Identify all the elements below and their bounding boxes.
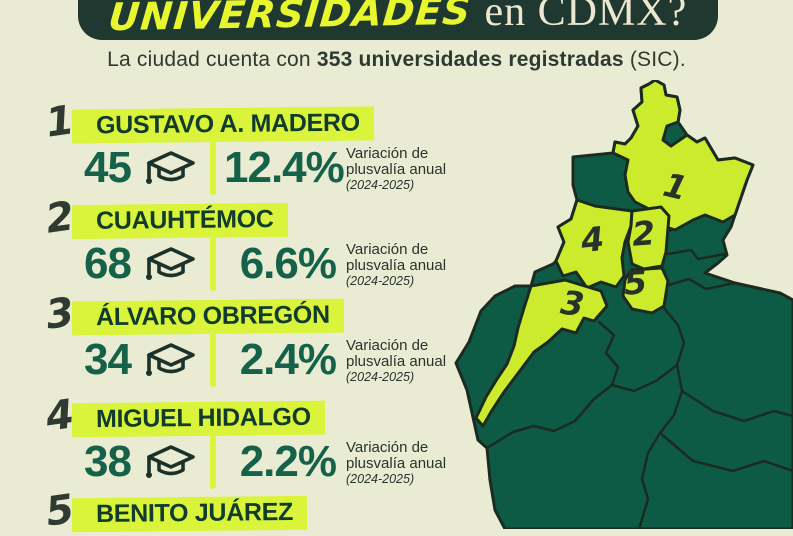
- list-item: 1 GUSTAVO A. MADERO 45 12.4% Variación d…: [43, 97, 466, 195]
- item-stats: 45 12.4% Variación de plusvalía anual (2…: [84, 141, 446, 195]
- map-border: [658, 431, 793, 473]
- header-title-script: UNIVERSIDADES: [106, 0, 473, 40]
- note-line1: Variación de: [346, 144, 429, 162]
- universities-count: 34: [84, 335, 132, 384]
- item-stats: 34 2.4% Variación de plusvalía anual (20…: [84, 333, 446, 387]
- stat-divider: [210, 333, 216, 387]
- universities-count: 68: [84, 239, 132, 288]
- stat-divider: [210, 141, 216, 195]
- map-border: [663, 277, 737, 291]
- subtitle: La ciudad cuenta con 353 universidades r…: [0, 48, 793, 72]
- plusvalia-percent: 2.4%: [239, 335, 337, 384]
- subtitle-suffix: (SIC).: [623, 48, 686, 71]
- note-period: (2024-2025): [346, 273, 415, 288]
- plusvalia-note: Variación de plusvalía anual (2024-2025): [346, 240, 446, 289]
- map-region-3: [474, 278, 609, 428]
- map-region-label-5: 5: [622, 262, 648, 303]
- stat-divider: [210, 237, 216, 291]
- header-banner: UNIVERSIDADES en CDMX?: [78, 0, 718, 40]
- note-period: (2024-2025): [346, 177, 415, 192]
- map-region-5: [621, 266, 670, 315]
- subtitle-bold: 353 universidades registradas: [316, 48, 624, 71]
- subtitle-prefix: La ciudad cuenta con: [107, 48, 317, 71]
- plusvalia-note: Variación de plusvalía anual (2024-2025): [346, 336, 446, 385]
- universities-count: 45: [84, 143, 132, 192]
- note-line1: Variación de: [346, 336, 429, 354]
- list-item: 4 MIGUEL HIDALGO 38 2.2% Variación de pl…: [43, 391, 466, 489]
- cdmx-map: 1 2 3 4 5: [435, 80, 793, 529]
- item-stats: 68 6.6% Variación de plusvalía anual (20…: [84, 237, 446, 291]
- universities-count: 38: [84, 437, 132, 486]
- note-period: (2024-2025): [346, 369, 415, 384]
- graduation-cap-icon: [146, 247, 195, 280]
- map-border: [637, 306, 686, 529]
- list-item: 2 CUAUHTÉMOC 68 6.6% Variación de plusva…: [43, 193, 466, 291]
- rank-number: 5: [42, 486, 77, 536]
- note-line1: Variación de: [346, 438, 429, 456]
- note-line2: plusvalía anual: [346, 256, 447, 274]
- map-border: [666, 248, 727, 261]
- list-item: 3 ÁLVARO OBREGÓN 34 2.4% Variación de pl…: [43, 289, 466, 387]
- item-name: GUSTAVO A. MADERO: [71, 106, 375, 144]
- map-border: [573, 320, 620, 423]
- plusvalia-percent: 12.4%: [224, 143, 345, 192]
- item-name: ÁLVARO OBREGÓN: [71, 298, 344, 336]
- graduation-cap-icon: [146, 343, 195, 376]
- plusvalia-percent: 2.2%: [239, 437, 337, 486]
- note-line2: plusvalía anual: [346, 454, 447, 472]
- plusvalia-percent: 6.6%: [239, 239, 337, 288]
- map-region-label-4: 4: [579, 218, 606, 261]
- rank-number: 1: [42, 97, 77, 147]
- rank-number: 4: [42, 391, 77, 441]
- note-period: (2024-2025): [346, 471, 415, 486]
- graduation-cap-icon: [146, 151, 195, 184]
- graduation-cap-icon: [146, 445, 195, 478]
- note-line1: Variación de: [346, 240, 429, 258]
- map-border: [680, 389, 793, 423]
- item-stats: 38 2.2% Variación de plusvalía anual (20…: [84, 435, 446, 489]
- note-line2: plusvalía anual: [346, 352, 447, 370]
- stat-divider: [210, 435, 216, 489]
- item-name: MIGUEL HIDALGO: [71, 400, 325, 438]
- rank-number: 2: [42, 193, 77, 243]
- map-region-1: [611, 80, 755, 232]
- map-region-label-2: 2: [630, 213, 657, 254]
- plusvalia-note: Variación de plusvalía anual (2024-2025): [346, 438, 446, 487]
- plusvalia-note: Variación de plusvalía anual (2024-2025): [346, 144, 446, 193]
- note-line2: plusvalía anual: [346, 160, 447, 178]
- rank-number: 3: [42, 289, 77, 339]
- map-border: [610, 363, 679, 393]
- map-region-label-3: 3: [558, 282, 587, 325]
- header-title-serif: en CDMX?: [484, 0, 688, 35]
- item-name: CUAUHTÉMOC: [71, 202, 288, 240]
- list-item: 5 BENITO JUÁREZ: [43, 486, 466, 536]
- map-border: [485, 419, 577, 450]
- item-name: BENITO JUÁREZ: [71, 495, 308, 533]
